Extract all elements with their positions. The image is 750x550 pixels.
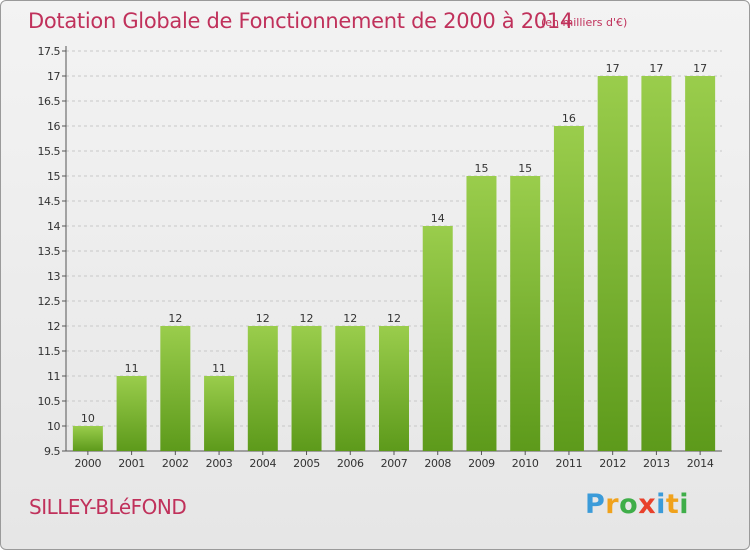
bar-value-label: 12 xyxy=(168,312,182,325)
bar-value-label: 12 xyxy=(256,312,270,325)
commune-name: SILLEY-BLéFOND xyxy=(29,495,187,519)
bar xyxy=(422,226,453,451)
x-tick-label: 2009 xyxy=(468,457,495,470)
bar xyxy=(510,176,541,451)
bar-value-label: 15 xyxy=(518,162,532,175)
bar xyxy=(72,426,103,451)
bar-value-label: 17 xyxy=(649,62,663,75)
y-tick-label: 16.5 xyxy=(38,95,61,108)
logo-letter: r xyxy=(605,489,620,520)
bar xyxy=(685,76,716,451)
bar xyxy=(291,326,322,451)
logo-letter: i xyxy=(679,489,690,520)
y-tick-label: 15 xyxy=(47,170,60,183)
bar xyxy=(335,326,366,451)
y-tick-label: 17 xyxy=(47,70,60,83)
bar-value-label: 12 xyxy=(387,312,401,325)
x-tick-label: 2006 xyxy=(337,457,364,470)
y-tick-label: 10 xyxy=(47,420,60,433)
x-tick-label: 2004 xyxy=(249,457,276,470)
y-tick-label: 13 xyxy=(47,270,60,283)
bar-value-label: 11 xyxy=(125,362,139,375)
bar-value-label: 14 xyxy=(431,212,445,225)
bar xyxy=(116,376,147,451)
x-tick-label: 2014 xyxy=(687,457,714,470)
x-tick-label: 2012 xyxy=(599,457,626,470)
y-tick-label: 14 xyxy=(47,220,60,233)
bar-value-label: 17 xyxy=(606,62,620,75)
x-tick-label: 2001 xyxy=(118,457,145,470)
x-tick-label: 2000 xyxy=(74,457,101,470)
bar xyxy=(247,326,278,451)
bar-value-label: 12 xyxy=(343,312,357,325)
y-tick-label: 14.5 xyxy=(38,195,61,208)
bar xyxy=(379,326,409,451)
logo-letter: o xyxy=(619,489,639,520)
chart-subtitle: (en milliers d'€) xyxy=(541,16,628,29)
bar-value-label: 17 xyxy=(693,62,707,75)
bar xyxy=(597,76,628,451)
x-tick-label: 2005 xyxy=(293,457,320,470)
bar-value-label: 12 xyxy=(300,312,314,325)
y-tick-label: 13.5 xyxy=(38,245,61,258)
bar-value-label: 15 xyxy=(474,162,488,175)
bar-value-label: 16 xyxy=(562,112,576,125)
y-tick-label: 11.5 xyxy=(38,345,61,358)
x-tick-label: 2011 xyxy=(556,457,583,470)
y-tick-label: 16 xyxy=(47,120,60,133)
x-tick-label: 2013 xyxy=(643,457,670,470)
y-tick-label: 17.5 xyxy=(38,45,61,58)
logo-letter: x xyxy=(638,489,657,520)
x-tick-label: 2002 xyxy=(162,457,189,470)
chart-title: Dotation Globale de Fonctionnement de 20… xyxy=(28,9,573,33)
bar xyxy=(641,76,672,451)
x-tick-label: 2007 xyxy=(381,457,408,470)
logo-letter: t xyxy=(665,489,680,520)
y-tick-label: 11 xyxy=(47,370,60,383)
x-tick-label: 2008 xyxy=(424,457,451,470)
bar-value-label: 11 xyxy=(212,362,226,375)
proxiti-logo: Proxiti xyxy=(585,489,689,520)
x-tick-label: 2010 xyxy=(512,457,539,470)
logo-letter: P xyxy=(585,489,606,520)
bar xyxy=(553,126,584,451)
bar-value-label: 10 xyxy=(81,412,95,425)
y-tick-label: 15.5 xyxy=(38,145,61,158)
y-tick-label: 12 xyxy=(47,320,60,333)
bar xyxy=(466,176,497,451)
x-tick-label: 2003 xyxy=(206,457,233,470)
y-tick-label: 9.5 xyxy=(44,445,60,458)
bar xyxy=(160,326,191,451)
logo-letter: i xyxy=(656,489,666,520)
y-tick-label: 10.5 xyxy=(38,395,61,408)
y-tick-label: 12.5 xyxy=(38,295,61,308)
bar xyxy=(204,376,235,451)
